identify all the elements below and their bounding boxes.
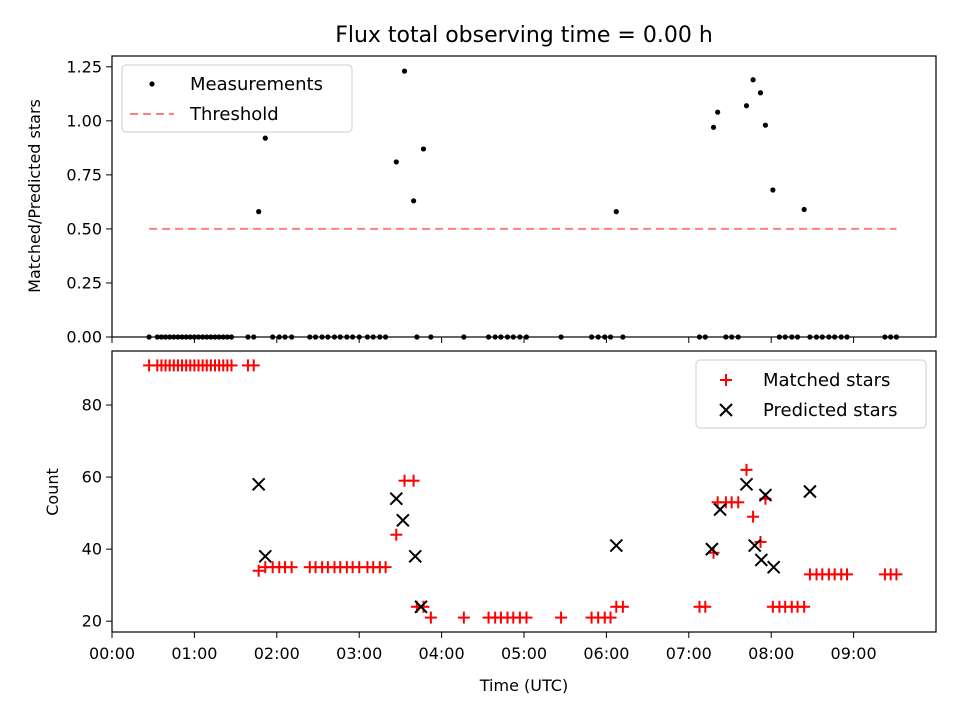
predicted-star-point	[609, 538, 623, 553]
predicted-star-point	[408, 549, 422, 564]
top-y-tick-label: 0.25	[66, 273, 102, 292]
predicted-star-point	[766, 560, 781, 574]
matched-star-point	[754, 535, 767, 548]
measurement-point	[770, 187, 776, 193]
x-tick-label: 08:00	[748, 644, 794, 663]
measurement-point	[401, 68, 408, 74]
measurement-point	[710, 124, 717, 130]
predicted-star-point	[389, 491, 403, 506]
matched-star-point	[616, 600, 629, 613]
x-tick-label: 09:00	[831, 644, 877, 663]
bottom-axes: 20 40 60 80 00:00 01:00 02:00 03:00 04:00 05:00 06…	[82, 396, 877, 663]
chart-title: Flux total observing time = 0.00 h	[335, 23, 713, 48]
legend-measurements-label: Measurements	[190, 74, 323, 95]
x-tick-label: 04:00	[419, 644, 465, 663]
measurement-point	[750, 77, 756, 83]
matched-star-point	[520, 611, 533, 624]
matched-star-point	[417, 600, 430, 613]
top-y-tick-label: 0.50	[66, 219, 102, 238]
x-tick-label: 07:00	[666, 644, 712, 663]
x-tick-label: 03:00	[336, 644, 382, 663]
legend-threshold-label: Threshold	[189, 104, 279, 125]
predicted-star-point	[713, 502, 727, 517]
matched-star-point	[732, 496, 745, 509]
measurement-point	[743, 103, 750, 109]
legend-predicted-label: Predicted stars	[763, 400, 897, 421]
top-y-tick-label: 1.25	[66, 57, 102, 76]
top-axes: 0.00 0.25 0.50 0.75 1.00 1.25	[66, 57, 855, 347]
x-tick-label: 00:00	[89, 644, 135, 663]
matched-star-point	[604, 611, 617, 624]
bottom-y-tick-label: 20	[82, 612, 102, 631]
matched-star-point	[247, 359, 260, 372]
bottom-y-tick-label: 80	[82, 396, 102, 415]
top-y-tick-label: 0.75	[66, 165, 102, 184]
measurements-panel: Flux total observing time = 0.00 h Match…	[25, 23, 937, 347]
matched-star-point	[225, 359, 238, 372]
predicted-star-point	[414, 600, 428, 614]
bottom-y-tick-label: 60	[82, 468, 102, 487]
legend-measurements-marker	[149, 81, 155, 87]
measurement-point	[801, 206, 807, 213]
top-plot-frame	[111, 55, 937, 338]
measurement-point	[715, 109, 721, 115]
matched-star-point	[379, 561, 392, 574]
top-legend-box	[121, 64, 353, 133]
predicted-star-point	[803, 484, 817, 499]
matched-star-point	[740, 463, 753, 476]
matched-star-point	[555, 611, 568, 624]
top-y-tick-label: 1.00	[66, 111, 102, 130]
top-y-axis-title: Matched/Predicted stars	[25, 99, 44, 293]
measurement-point	[613, 209, 619, 215]
legend-matched-label: Matched stars	[763, 370, 890, 391]
matched-star-point	[252, 564, 265, 577]
predicted-star-point	[754, 553, 769, 567]
matched-star-point	[390, 528, 403, 541]
x-tick-label: 05:00	[501, 644, 547, 663]
counts-panel: Count Time (UTC) 20 40 60 80 00:00 01:00 02:00…	[43, 350, 937, 695]
top-y-tick-label: 0.00	[66, 328, 102, 347]
measurement-point	[262, 135, 268, 141]
top-legend: Measurements Threshold	[121, 64, 353, 133]
x-tick-label: 02:00	[254, 644, 300, 663]
measurement-point	[757, 90, 764, 96]
matched-star-point	[890, 568, 903, 581]
bottom-legend: Matched stars Predicted stars	[695, 359, 927, 429]
measurement-point	[410, 198, 417, 204]
matched-star-point	[407, 474, 420, 487]
predicted-star-point	[739, 477, 754, 492]
bottom-y-axis-title: Count	[43, 468, 62, 516]
matched-star-point	[747, 510, 760, 523]
legend-predicted-marker	[719, 403, 733, 417]
matched-star-point	[699, 600, 712, 613]
matched-star-point	[285, 561, 298, 574]
x-tick-label: 01:00	[171, 644, 217, 663]
bottom-x-axis-title: Time (UTC)	[479, 676, 568, 695]
bottom-plot-frame	[111, 350, 937, 633]
x-tick-label: 06:00	[583, 644, 629, 663]
legend-matched-marker	[720, 374, 732, 386]
matched-star-point	[841, 568, 854, 581]
predicted-star-point	[396, 513, 410, 528]
measurement-point	[393, 159, 399, 165]
bottom-legend-box	[695, 359, 927, 429]
predicted-star-point	[748, 538, 762, 553]
matched-star-point	[457, 611, 470, 624]
predicted-star-point	[705, 542, 719, 556]
measurement-point	[420, 146, 427, 152]
matched-star-point	[424, 611, 437, 624]
predicted-star-point	[258, 549, 272, 564]
predicted-star-point	[758, 488, 773, 502]
matched-star-point	[798, 600, 811, 613]
measurement-point	[256, 209, 262, 215]
measurement-point	[762, 122, 769, 128]
predicted-star-point	[251, 477, 266, 492]
bottom-marks	[143, 359, 903, 624]
bottom-y-tick-label: 40	[82, 540, 102, 559]
